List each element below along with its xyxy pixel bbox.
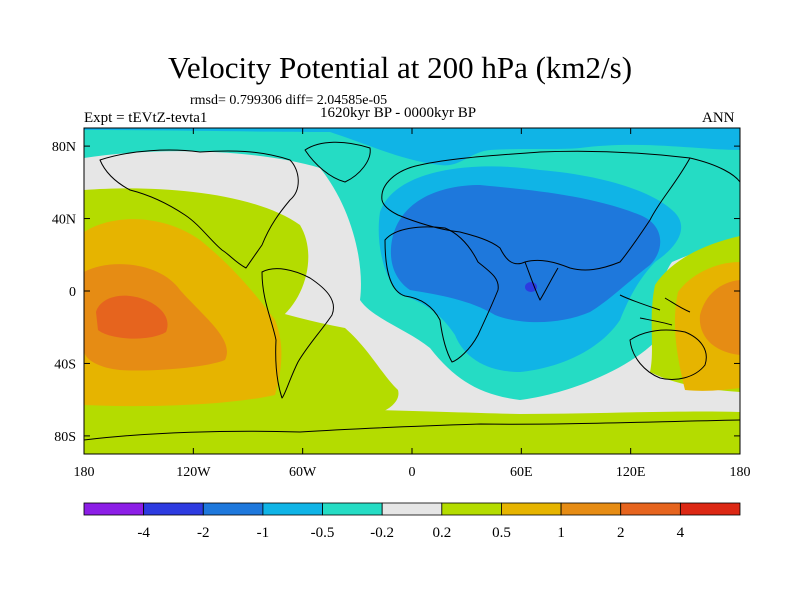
colorbar-label: 1 bbox=[557, 525, 565, 541]
coast-antarctica bbox=[84, 419, 740, 441]
y-tick-label: 40N bbox=[52, 213, 76, 228]
x-tick-label: 180 bbox=[74, 465, 95, 480]
y-tick-label: 0 bbox=[69, 285, 76, 300]
contour-fill-darkorange-west-pacific bbox=[699, 280, 740, 355]
season-label: ANN bbox=[702, 110, 735, 126]
colorbar-label: 4 bbox=[677, 525, 685, 541]
coast-greenland bbox=[304, 141, 371, 183]
colorbar-label: -0.5 bbox=[311, 525, 335, 541]
x-tick-label: 180 bbox=[730, 465, 751, 480]
colorbar-label: -2 bbox=[197, 525, 210, 541]
y-tick-label: 40S bbox=[54, 357, 76, 372]
colorbar-label: -0.2 bbox=[370, 525, 394, 541]
coast-south-america bbox=[261, 268, 334, 399]
coast-india bbox=[524, 261, 559, 301]
contour-fill-redorange-pacific bbox=[96, 295, 168, 339]
colorbar-swatch bbox=[202, 502, 264, 516]
colorbar-swatch bbox=[620, 502, 681, 516]
contour-fill-blue-core bbox=[390, 185, 661, 323]
period-label: 1620kyr BP - 0000kyr BP bbox=[320, 105, 477, 121]
colorbar-swatch bbox=[441, 502, 502, 516]
colorbar-swatch bbox=[83, 502, 145, 516]
x-tick-label: 0 bbox=[409, 465, 416, 480]
coast-indonesia bbox=[619, 294, 691, 326]
colorbar-swatch bbox=[560, 502, 622, 516]
y-tick-label: 80N bbox=[52, 140, 76, 155]
x-tick-label: 120E bbox=[616, 465, 646, 480]
contour-fill-darkblue-spot bbox=[525, 282, 537, 292]
coastlines bbox=[84, 141, 740, 441]
map-axes: 180 120W 60W 0 60E 120E 180 80N 40N 0 40S 80S bbox=[52, 128, 751, 480]
x-tick-label: 60W bbox=[289, 465, 317, 480]
colorbar-label: 0.2 bbox=[432, 525, 451, 541]
colorbar-label: 0.5 bbox=[492, 525, 511, 541]
contour-fill-lightblue bbox=[84, 128, 740, 166]
coast-north-america bbox=[99, 149, 299, 269]
colorbar-swatch bbox=[381, 502, 443, 516]
colorbar-label: -1 bbox=[257, 525, 270, 541]
colorbar-swatch bbox=[143, 502, 204, 516]
y-tick-label: 80S bbox=[54, 430, 76, 445]
colorbar-swatch bbox=[322, 502, 383, 516]
coast-australia bbox=[629, 329, 707, 380]
contour-fill-yellowgreen-south bbox=[84, 408, 740, 454]
colorbar: -4 -2 -1 -0.5 -0.2 0.2 0.5 1 2 4 bbox=[83, 502, 741, 541]
experiment-label: Expt = tEVtZ-tevta1 bbox=[84, 110, 208, 126]
colorbar-swatch bbox=[501, 502, 562, 516]
colorbar-swatch bbox=[679, 502, 741, 516]
coast-africa bbox=[384, 226, 499, 363]
stats-label: rmsd= 0.799306 diff= 2.04585e-05 bbox=[190, 93, 388, 108]
colorbar-label: 2 bbox=[617, 525, 625, 541]
x-tick-label: 120W bbox=[176, 465, 211, 480]
colorbar-label: -4 bbox=[137, 525, 150, 541]
chart-title: Velocity Potential at 200 hPa (km2/s) bbox=[167, 50, 633, 85]
colorbar-swatch bbox=[262, 502, 323, 516]
x-tick-label: 60E bbox=[510, 465, 533, 480]
